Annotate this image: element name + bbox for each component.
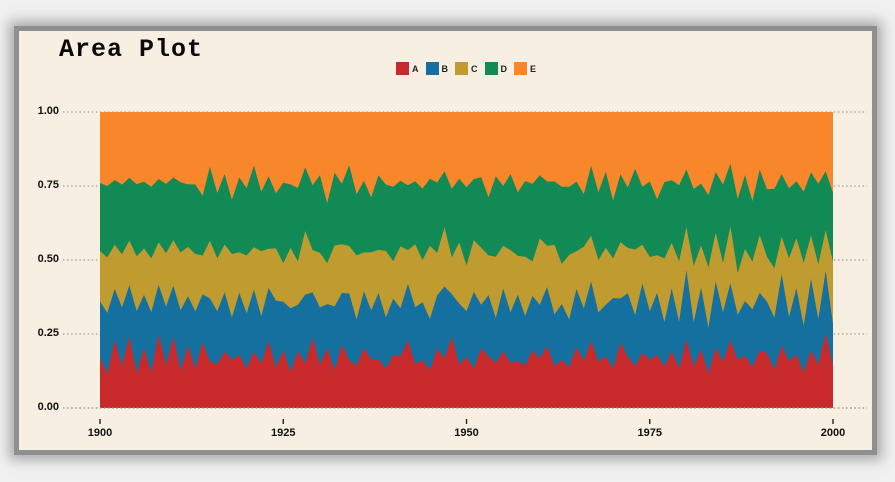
legend-swatch-icon: [513, 62, 527, 75]
legend-item-B: B: [425, 62, 448, 75]
y-tick-label: 0.00: [37, 401, 59, 413]
legend-label: E: [529, 63, 537, 74]
legend-swatch-icon: [484, 62, 498, 75]
y-tick-label: 1.00: [37, 105, 59, 117]
y-tick-label: 0.25: [37, 327, 59, 339]
legend-swatch-icon: [395, 62, 409, 75]
legend-item-C: C: [454, 62, 478, 75]
legend-label: B: [441, 63, 448, 74]
x-tick-label: 1900: [87, 427, 113, 439]
x-tick-label: 2000: [820, 427, 846, 439]
y-tick-label: 0.50: [37, 253, 59, 265]
chart-title: Area Plot: [59, 35, 204, 64]
x-tick-label: 1950: [454, 427, 479, 439]
x-tick-label: 1925: [271, 427, 296, 439]
legend: A B C D E: [395, 62, 537, 75]
legend-label: C: [470, 63, 478, 74]
area-chart: [63, 111, 867, 424]
legend-label: A: [411, 63, 419, 74]
legend-label: D: [500, 63, 507, 74]
y-tick-label: 0.75: [37, 179, 59, 191]
plot-panel: Area Plot A B C D E 1.00 0.75 0.50 0.25 0.00 190…: [19, 31, 872, 450]
legend-item-D: D: [484, 62, 507, 75]
legend-swatch-icon: [454, 62, 468, 75]
legend-item-E: E: [513, 62, 537, 75]
area-series-A: [100, 333, 833, 408]
x-tick-label: 1975: [637, 427, 662, 439]
legend-swatch-icon: [425, 62, 439, 75]
legend-item-A: A: [395, 62, 419, 75]
